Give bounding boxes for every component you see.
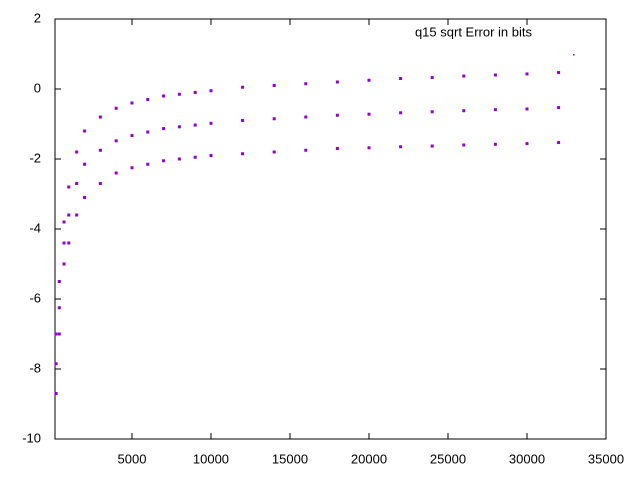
point xyxy=(114,106,118,110)
y-tick-label: 2 xyxy=(34,10,41,25)
point xyxy=(130,134,134,138)
point xyxy=(177,125,181,129)
y-tick-label: -6 xyxy=(29,290,41,305)
point xyxy=(241,85,245,89)
point xyxy=(304,148,308,152)
point xyxy=(114,171,118,175)
point xyxy=(54,332,58,336)
point xyxy=(83,129,87,133)
point xyxy=(193,91,197,94)
point xyxy=(462,74,466,78)
x-tick-label: 15000 xyxy=(272,451,308,466)
plot-frame xyxy=(54,18,607,440)
y-tick-label: -2 xyxy=(29,150,41,165)
point xyxy=(98,182,102,185)
x-tick-label: 10000 xyxy=(193,451,229,466)
point xyxy=(146,130,150,134)
point xyxy=(493,73,497,77)
point xyxy=(367,146,371,150)
point xyxy=(57,280,61,283)
point xyxy=(272,84,276,87)
point xyxy=(241,119,245,122)
point xyxy=(430,75,434,79)
x-tick-label: 30000 xyxy=(509,451,545,466)
point xyxy=(54,362,58,366)
legend-label: q15 sqrt Error in bits xyxy=(415,24,533,39)
point xyxy=(75,182,79,185)
point xyxy=(430,110,434,114)
point xyxy=(83,162,87,166)
point xyxy=(493,142,497,146)
point xyxy=(162,94,166,98)
point xyxy=(193,123,197,127)
point xyxy=(304,115,308,119)
point xyxy=(162,127,166,131)
point xyxy=(193,155,197,159)
point xyxy=(83,196,87,199)
point xyxy=(75,213,79,217)
point xyxy=(367,112,371,116)
point xyxy=(367,78,371,82)
y-tick-label: -8 xyxy=(29,360,41,375)
point xyxy=(57,332,61,336)
point xyxy=(525,72,529,76)
point xyxy=(493,108,497,112)
point xyxy=(98,115,102,119)
point xyxy=(162,159,166,163)
point xyxy=(177,157,181,161)
point xyxy=(98,148,102,152)
point xyxy=(130,166,134,170)
point xyxy=(209,121,213,125)
point xyxy=(67,213,71,217)
x-tick-label: 25000 xyxy=(430,451,466,466)
point xyxy=(209,154,213,157)
point xyxy=(272,150,276,154)
point xyxy=(399,77,403,80)
point xyxy=(304,82,308,86)
y-tick-label: 0 xyxy=(34,80,41,95)
point xyxy=(62,262,66,266)
point xyxy=(462,109,466,113)
legend-swatch xyxy=(573,54,575,56)
point xyxy=(57,306,61,310)
point xyxy=(130,101,134,105)
point xyxy=(335,80,339,84)
y-tick-label: -4 xyxy=(29,220,41,235)
point xyxy=(241,152,245,156)
point xyxy=(462,143,466,147)
point xyxy=(62,241,66,245)
point xyxy=(146,162,150,166)
point xyxy=(399,111,403,115)
point xyxy=(557,106,561,110)
point xyxy=(557,71,561,75)
point xyxy=(525,142,529,146)
point xyxy=(525,107,529,111)
x-tick-label: 35000 xyxy=(588,451,624,466)
point xyxy=(62,220,66,224)
point xyxy=(75,150,79,154)
point xyxy=(177,92,181,96)
point xyxy=(399,145,403,149)
point xyxy=(67,241,71,245)
point xyxy=(335,113,339,117)
point xyxy=(272,117,276,121)
point xyxy=(209,89,213,93)
point xyxy=(335,147,339,150)
point xyxy=(67,185,71,189)
y-tick-label: -10 xyxy=(22,430,41,445)
x-tick-label: 5000 xyxy=(118,451,147,466)
point xyxy=(146,98,150,101)
point xyxy=(54,392,58,395)
point xyxy=(114,139,118,143)
x-tick-label: 20000 xyxy=(351,451,387,466)
point xyxy=(557,141,561,145)
point xyxy=(430,144,434,148)
